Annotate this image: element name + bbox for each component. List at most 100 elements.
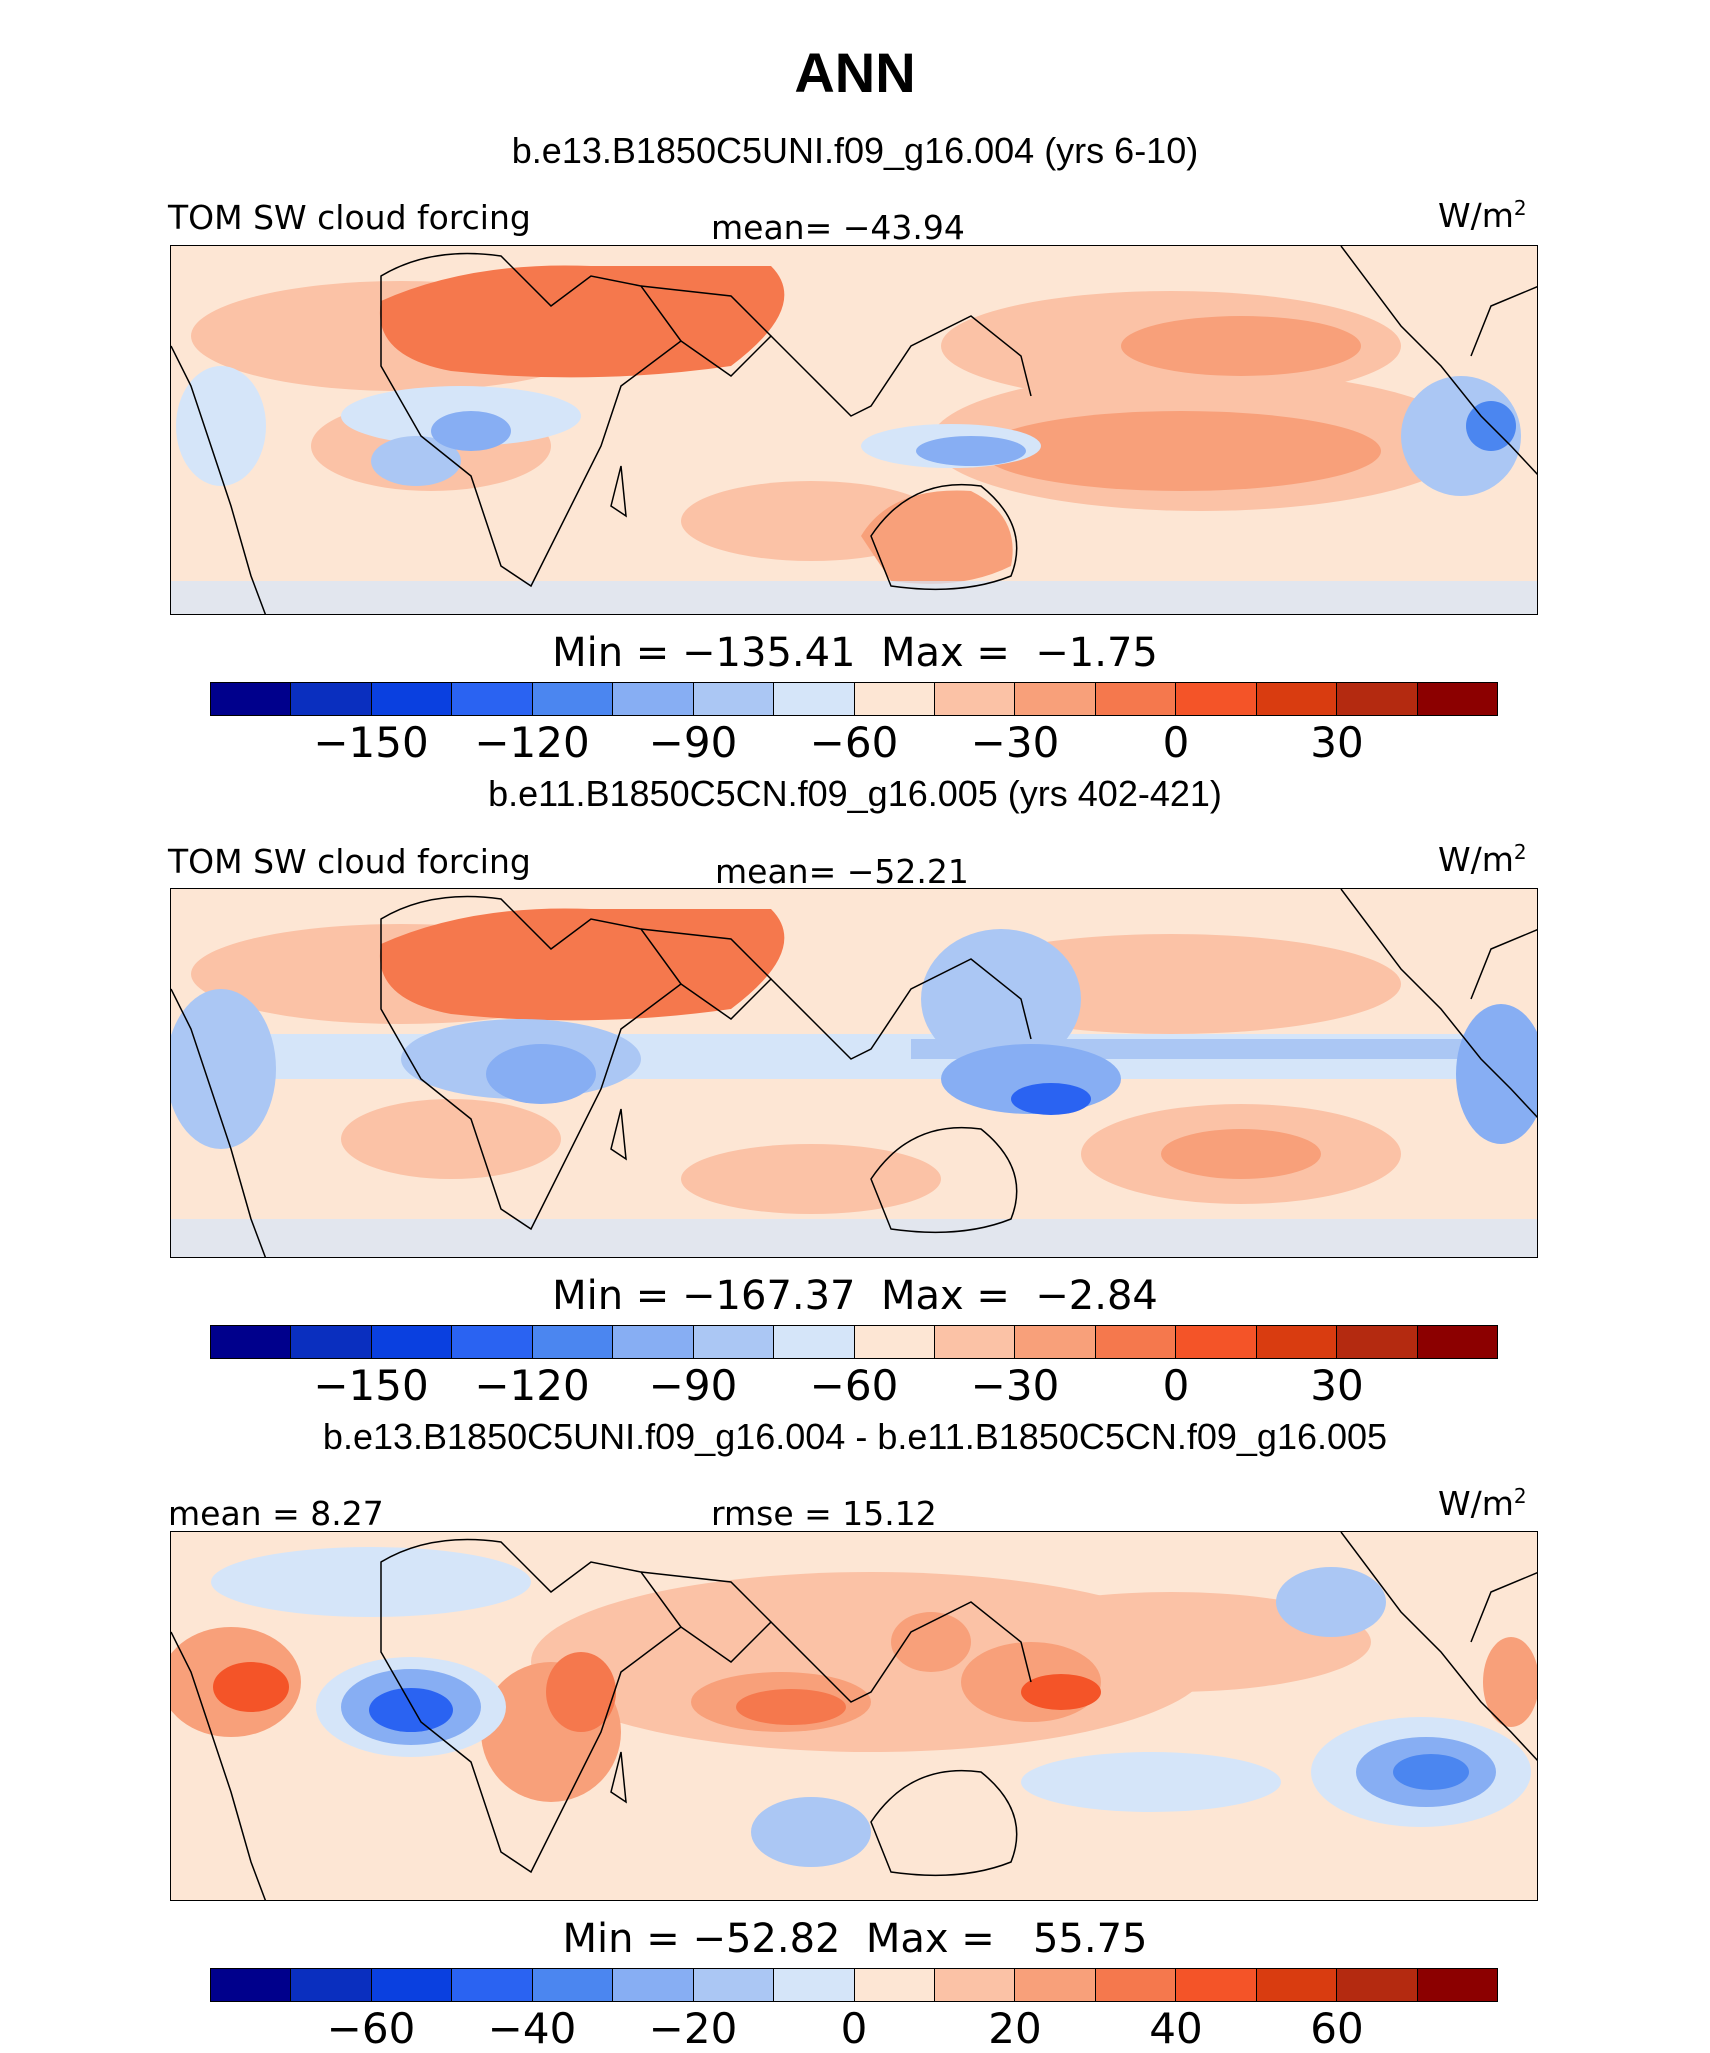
figure-title: ANN [794, 41, 916, 104]
colorbar-swatch [1337, 1969, 1418, 2001]
colorbar-swatch [532, 1326, 614, 1358]
colorbar-swatch [1176, 1969, 1257, 2001]
colorbar-swatch [934, 1326, 1016, 1358]
p2-cloud-region [171, 1219, 1537, 1257]
colorbar-tick-label: 0 [1162, 1361, 1190, 1410]
colorbar-tick-label: 0 [840, 2004, 868, 2053]
colorbar-swatch [452, 1969, 533, 2001]
p2-cloud-region [1161, 1129, 1321, 1179]
colorbar-tick-label: 30 [1310, 1361, 1364, 1410]
colorbar-swatch [693, 1326, 775, 1358]
panel2-minmax: Min = −167.37 Max = −2.84 [552, 1273, 1158, 1319]
p2-cloud-region [171, 989, 276, 1149]
colorbar-swatch [291, 683, 372, 715]
panel3-minmax: Min = −52.82 Max = 55.75 [562, 1916, 1148, 1962]
p3-cloud-region [736, 1689, 846, 1725]
colorbar-swatch [1095, 1969, 1177, 2001]
colorbar-tick-label: −30 [970, 1361, 1060, 1410]
colorbar-swatch [774, 1969, 855, 2001]
panel3-units-label: W/m2 [1438, 1484, 1527, 1523]
colorbar-tick-label: 20 [988, 2004, 1042, 2053]
panel1-colorbar [210, 682, 1498, 716]
panel2-case-title: b.e11.B1850C5CN.f09_g16.005 (yrs 402-421… [488, 773, 1222, 814]
colorbar-tick-label: −40 [487, 2004, 577, 2053]
p2-cloud-region [1011, 1083, 1091, 1115]
panel1-mean-label: mean= −43.94 [711, 208, 965, 247]
panel2-variable-label: TOM SW cloud forcing [168, 842, 531, 881]
colorbar-tick-label: 40 [1149, 2004, 1203, 2053]
panel3-rmse-label: rmse = 15.12 [711, 1494, 937, 1533]
p1-cloud-region [431, 411, 511, 451]
colorbar-swatch [934, 1969, 1016, 2001]
colorbar-tick-label: −60 [809, 1361, 899, 1410]
p3-cloud-region [546, 1652, 616, 1732]
colorbar-tick-label: −150 [313, 718, 429, 767]
colorbar-swatch [1176, 683, 1257, 715]
colorbar-swatch [1015, 1969, 1096, 2001]
colorbar-swatch [693, 683, 775, 715]
colorbar-tick-label: 30 [1310, 718, 1364, 767]
p1-cloud-region [379, 265, 785, 378]
colorbar-swatch [613, 1969, 694, 2001]
p3-cloud-region [751, 1797, 871, 1867]
colorbar-swatch [211, 1969, 292, 2001]
colorbar-swatch [291, 1326, 372, 1358]
colorbar-swatch [1417, 1969, 1497, 2001]
colorbar-swatch [1417, 683, 1497, 715]
p2-cloud-region [341, 1099, 561, 1179]
colorbar-tick-label: −90 [648, 718, 738, 767]
colorbar-swatch [1256, 683, 1338, 715]
panel3-colorbar [210, 1968, 1498, 2002]
panel1-case-title: b.e13.B1850C5UNI.f09_g16.004 (yrs 6-10) [511, 130, 1199, 171]
colorbar-swatch [934, 683, 1016, 715]
panel2-mean-label: mean= −52.21 [715, 852, 969, 891]
colorbar-swatch [291, 1969, 372, 2001]
colorbar-swatch [211, 1326, 292, 1358]
p3-cloud-region [213, 1662, 289, 1712]
colorbar-swatch [613, 683, 694, 715]
p1-cloud-region [171, 581, 1537, 614]
colorbar-swatch [1095, 683, 1177, 715]
p1-cloud-region [1121, 316, 1361, 376]
p3-cloud-region [1021, 1752, 1281, 1812]
colorbar-swatch [613, 1326, 694, 1358]
p3-cloud-region [891, 1612, 971, 1672]
colorbar-tick-label: −120 [474, 718, 590, 767]
colorbar-tick-label: −60 [809, 718, 899, 767]
panel2-colorbar [210, 1325, 1498, 1359]
p3-cloud-region [1276, 1567, 1386, 1637]
colorbar-swatch [854, 1326, 935, 1358]
colorbar-swatch [774, 1326, 855, 1358]
colorbar-tick-label: −120 [474, 1361, 590, 1410]
panel2-map [170, 888, 1538, 1258]
colorbar-swatch [1095, 1326, 1177, 1358]
p2-cloud-region [379, 908, 785, 1021]
colorbar-swatch [1176, 1326, 1257, 1358]
p1-cloud-region [861, 490, 1013, 584]
p3-cloud-region [211, 1547, 531, 1617]
p2-cloud-region [681, 1144, 941, 1214]
panel2-units-label: W/m2 [1438, 840, 1527, 879]
colorbar-swatch [854, 1969, 935, 2001]
panel3-case-title: b.e13.B1850C5UNI.f09_g16.004 - b.e11.B18… [322, 1416, 1388, 1457]
colorbar-swatch [1256, 1969, 1338, 2001]
p1-cloud-region [371, 436, 461, 486]
colorbar-swatch [211, 683, 292, 715]
colorbar-swatch [854, 683, 935, 715]
colorbar-swatch [1417, 1326, 1497, 1358]
colorbar-swatch [1256, 1326, 1338, 1358]
p3-cloud-region [369, 1688, 453, 1732]
p3-cloud-region [1021, 1674, 1101, 1710]
panel3-mean-label: mean = 8.27 [168, 1494, 384, 1533]
colorbar-swatch [1337, 683, 1418, 715]
p3-cloud-region [1393, 1754, 1469, 1790]
colorbar-swatch [1337, 1326, 1418, 1358]
colorbar-swatch [452, 1326, 533, 1358]
colorbar-tick-label: 60 [1310, 2004, 1364, 2053]
colorbar-tick-label: −90 [648, 1361, 738, 1410]
panel1-map [170, 245, 1538, 615]
panel1-variable-label: TOM SW cloud forcing [168, 198, 531, 237]
colorbar-swatch [371, 1326, 453, 1358]
colorbar-tick-label: −30 [970, 718, 1060, 767]
colorbar-swatch [774, 683, 855, 715]
